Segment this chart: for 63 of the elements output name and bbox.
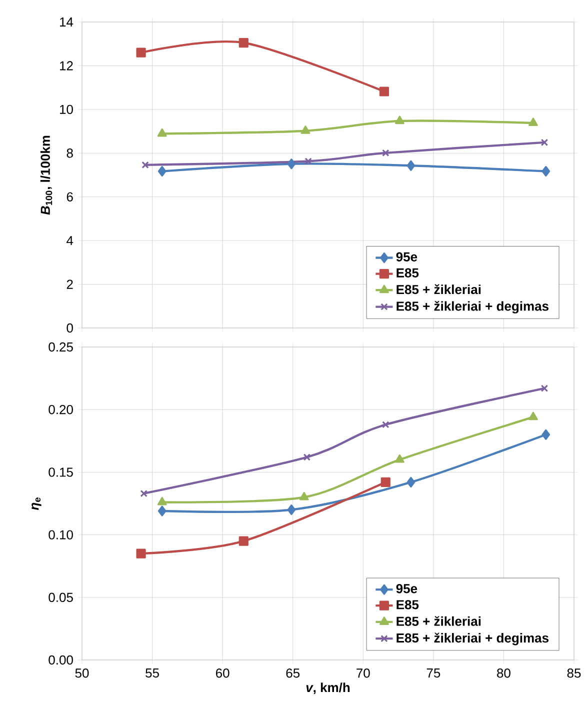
x-tick-label: 75: [426, 668, 440, 678]
legend-label: E85: [396, 268, 419, 278]
point: [540, 384, 548, 392]
x-axis-title: v, km/h: [306, 682, 350, 694]
point: [528, 118, 538, 126]
x-tick-label: 50: [75, 668, 89, 678]
point: [136, 548, 146, 558]
y-tick-label: 10: [60, 104, 73, 114]
legend-label: 95e: [396, 584, 418, 594]
point: [158, 506, 166, 516]
legend-label: E85 + žikleriai + degimas: [396, 632, 548, 646]
x-tick-label: 60: [216, 668, 230, 678]
y-tick-label: 14: [60, 18, 74, 26]
point: [287, 158, 296, 170]
point: [379, 86, 390, 96]
x-tick-label: 70: [356, 668, 370, 678]
point: [157, 128, 167, 137]
x-tick-label: 80: [497, 668, 510, 678]
point: [300, 126, 310, 134]
point: [382, 149, 390, 157]
x-tick-label: 85: [567, 668, 581, 678]
y-tick-label: 0.20: [48, 404, 73, 414]
point: [238, 38, 248, 48]
legend-label: E85 + žikleriai + degimas: [396, 300, 548, 314]
point: [136, 48, 146, 58]
y-tick-label: 4: [66, 236, 74, 246]
y-tick-label: 0: [66, 323, 73, 333]
legend-label: E85: [396, 600, 419, 610]
point: [304, 158, 312, 165]
point: [238, 536, 248, 546]
point: [406, 476, 416, 488]
point: [540, 138, 548, 146]
x-tick-label: 65: [286, 668, 300, 678]
point: [158, 166, 166, 177]
y-tick-label: 0.25: [48, 342, 73, 352]
point: [382, 420, 390, 428]
x-tick-label: 55: [146, 668, 159, 678]
y-tick-label: 0.00: [48, 655, 73, 665]
y-tick-label: 12: [60, 61, 73, 70]
y-axis-title: η$_{e}$: [32, 498, 42, 510]
y-tick-label: 0.05: [48, 592, 73, 602]
legend-label: 95e: [396, 252, 418, 262]
y-tick-label: 8: [66, 148, 73, 158]
y-tick-label: 0.15: [48, 468, 73, 477]
point: [140, 490, 148, 498]
point: [394, 116, 404, 124]
y-tick-label: 0.10: [48, 530, 73, 540]
legend-label: E85 + žikleriai: [396, 616, 481, 626]
point: [142, 161, 149, 169]
point: [299, 492, 309, 500]
point: [406, 160, 416, 171]
point: [380, 477, 390, 488]
y-tick-label: 6: [66, 192, 73, 202]
point: [157, 496, 167, 506]
point: [303, 454, 311, 461]
legend-label: E85 + žikleriai: [396, 284, 481, 294]
y-tick-label: 2: [66, 280, 73, 289]
point: [528, 412, 538, 420]
point: [542, 166, 550, 177]
point: [287, 504, 296, 516]
y-axis-title: B$_{100}$, l/100km: [40, 136, 52, 215]
point: [542, 429, 550, 440]
point: [394, 454, 404, 463]
